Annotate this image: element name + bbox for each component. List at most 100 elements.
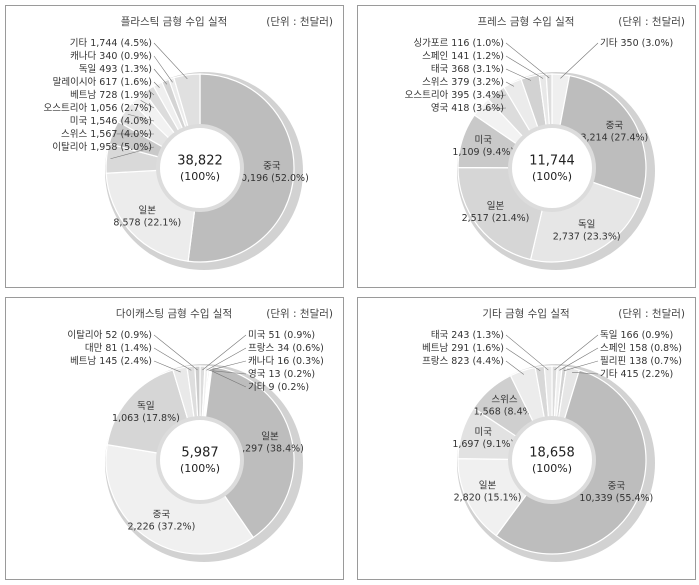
leader-line [208, 360, 247, 371]
slice-label: 캐나다 340 (0.9%) [70, 51, 152, 62]
slice-name: 일본 [479, 480, 497, 491]
slice-name: 대만 [85, 343, 103, 354]
slice-label: 영국 13 (0.2%) [248, 369, 315, 380]
slice-label: 베트남 145 (2.4%) [70, 356, 152, 367]
slice-name: 독일 [600, 330, 617, 341]
leader-line [150, 92, 155, 96]
slice-name: 태국 [431, 330, 449, 341]
slice-value: 418 (3.6%) [451, 103, 504, 114]
leader-line [505, 360, 525, 375]
slice-value: 368 (3.1%) [451, 64, 504, 75]
leader-line [211, 370, 247, 388]
slice-value: 1,109 (9.4%) [452, 147, 514, 158]
total-value: 38,822 [177, 154, 223, 169]
leader-line [153, 360, 181, 373]
leader-line [153, 347, 192, 371]
slice-name: 프랑스 [422, 355, 448, 367]
slice-name: 오스트리아 [405, 90, 449, 101]
slice-value: 20,196 (52.0%) [235, 173, 309, 184]
slice-name: 이탈리아 [52, 141, 87, 153]
slice-value: 13 (0.2%) [268, 369, 315, 380]
leader-line [505, 347, 541, 372]
slice-label: 베트남 728 (1.9%) [70, 90, 152, 101]
slice-value: 141 (1.2%) [451, 51, 504, 62]
leader-line [153, 55, 173, 83]
slice-name: 베트남 [422, 343, 448, 354]
leader-line [202, 334, 247, 371]
slice-value: 243 (1.3%) [451, 330, 504, 341]
slice-label: 오스트리아 395 (3.4%) [405, 90, 504, 101]
slice-name: 일본 [139, 206, 157, 217]
slice-value: 1,063 (17.8%) [112, 413, 180, 424]
chart-panel: 프레스 금형 수입 실적 (단위 : 천달러)중국3,214 (27.4%)독일2… [357, 5, 696, 288]
leader-line [110, 146, 155, 160]
donut-hole [156, 124, 244, 212]
slice-name: 독일 [578, 220, 595, 231]
slice-label: 미국 51 (0.9%) [248, 330, 315, 341]
leader-line [153, 81, 160, 88]
slice-label: 독일 166 (0.9%) [600, 330, 673, 341]
leader-line [140, 100, 155, 109]
chart-title: 기타 금형 수입 실적 [482, 307, 569, 320]
leader-line [483, 107, 507, 110]
slice-value: 52 (0.9%) [105, 330, 152, 341]
slice-value: 1,958 (5.0%) [90, 142, 152, 153]
slice-label: 기타 350 (3.0%) [600, 38, 673, 49]
slice-label: 기타 1,744 (4.5%) [70, 38, 152, 49]
total-value: 11,744 [529, 154, 575, 169]
unit-label: (단위 : 천달러) [266, 307, 333, 320]
leader-line [206, 347, 247, 371]
slice-name: 일본 [487, 201, 505, 212]
slice-value: 823 (4.4%) [451, 356, 504, 367]
slice-value: 395 (3.4%) [451, 90, 504, 101]
slice-name: 기타 [600, 38, 618, 49]
slice-name: 스페인 [600, 343, 626, 354]
slice-name: 영국 [248, 369, 266, 380]
leader-line [563, 360, 599, 372]
slice-value: 138 (0.7%) [629, 356, 682, 367]
leader-line [554, 334, 599, 371]
slice-label: 기타 9 (0.2%) [248, 382, 309, 393]
donut-slice [199, 366, 295, 539]
slice-label: 싱가포르 116 (1.0%) [413, 38, 504, 49]
slice-label: 대만 81 (1.4%) [85, 343, 152, 354]
slice-label: 스위스 379 (3.2%) [422, 76, 504, 88]
slice-label: 프랑스 34 (0.6%) [248, 342, 324, 354]
slice-value: 166 (0.9%) [620, 330, 673, 341]
slice-name: 프랑스 [248, 342, 274, 354]
slice-name: 일본 [261, 432, 279, 443]
unit-label: (단위 : 천달러) [266, 15, 333, 28]
slice-label: 스페인 141 (1.2%) [422, 51, 504, 62]
slice-name: 캐나다 [70, 51, 96, 62]
slice-value: 3,214 (27.4%) [580, 132, 648, 143]
donut-hole [508, 124, 596, 212]
slice-value: 1,568 (8.4%) [474, 406, 536, 417]
leader-line [505, 55, 544, 79]
slice-label: 이탈리아 52 (0.9%) [67, 329, 152, 341]
chart-title: 프레스 금형 수입 실적 [478, 15, 575, 28]
slice-name: 스위스 [61, 128, 87, 140]
slice-value: 291 (1.6%) [451, 343, 504, 354]
slice-label: 기타 415 (2.2%) [600, 369, 673, 380]
slice-value: 1,567 (4.0%) [90, 129, 152, 140]
slice-name: 스위스 [491, 393, 517, 405]
slice-name: 기타 [70, 38, 88, 49]
leader-line [560, 42, 599, 79]
slice-value: 1,744 (4.5%) [90, 38, 152, 49]
leader-line [559, 347, 599, 371]
total-value: 18,658 [529, 446, 575, 461]
slice-value: 8,578 (22.1%) [113, 218, 181, 229]
slice-name: 기타 [248, 382, 266, 393]
slice-value: 340 (0.9%) [99, 51, 152, 62]
slice-name: 미국 [70, 116, 88, 127]
slice-value: 493 (1.3%) [99, 64, 152, 75]
slice-label: 캐나다 16 (0.3%) [248, 356, 324, 367]
chart-title: 플라스틱 금형 수입 실적 [121, 15, 228, 28]
leader-line [572, 371, 599, 375]
unit-label: (단위 : 천달러) [618, 307, 685, 320]
slice-name: 태국 [431, 64, 449, 75]
slice-value: 1,697 (9.1%) [452, 439, 514, 450]
slice-name: 미국 [248, 330, 266, 341]
